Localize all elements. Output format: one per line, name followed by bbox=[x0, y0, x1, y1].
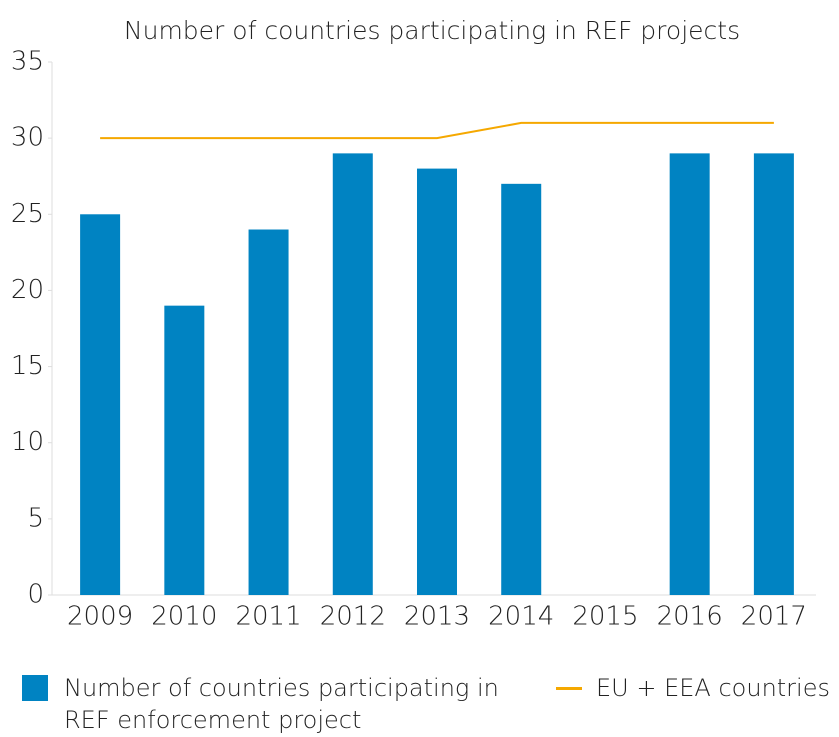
x-tick-label: 2010 bbox=[151, 602, 217, 632]
bar bbox=[164, 305, 205, 595]
y-tick-label: 0 bbox=[27, 580, 44, 610]
x-tick-label: 2013 bbox=[404, 602, 470, 632]
bar bbox=[417, 168, 457, 595]
y-tick-label: 30 bbox=[11, 123, 44, 153]
x-tick-label: 2011 bbox=[235, 602, 301, 632]
y-tick-label: 10 bbox=[11, 427, 44, 457]
bar bbox=[80, 214, 121, 596]
chart-title: Number of countries participating in REF… bbox=[124, 16, 740, 45]
line bbox=[100, 121, 774, 140]
x-tick-label: 2016 bbox=[657, 602, 723, 632]
bar bbox=[248, 229, 289, 595]
legend-item: Number of countries participating in REF… bbox=[22, 672, 522, 736]
chart: Number of countries participating in REF… bbox=[11, 16, 816, 632]
bar bbox=[753, 153, 794, 595]
legend-item: EU + EEA countries bbox=[556, 672, 830, 704]
x-tick-label: 2014 bbox=[488, 602, 554, 632]
x-tick-label: 2012 bbox=[320, 602, 386, 632]
x-tick-label: 2009 bbox=[67, 602, 133, 632]
y-tick-label: 20 bbox=[11, 275, 44, 305]
legend-swatch bbox=[22, 675, 48, 701]
x-tick-label: 2017 bbox=[741, 602, 807, 632]
x-tick-label: 2015 bbox=[572, 602, 638, 632]
legend-swatch bbox=[556, 687, 582, 690]
bar bbox=[501, 183, 542, 596]
bar bbox=[332, 153, 373, 595]
y-tick-label: 15 bbox=[11, 351, 44, 381]
y-tick-label: 5 bbox=[27, 503, 44, 533]
legend-label: Number of countries participating in REF… bbox=[64, 674, 499, 734]
bar bbox=[669, 153, 710, 595]
legend-label: EU + EEA countries bbox=[596, 674, 830, 702]
y-tick-label: 35 bbox=[11, 47, 44, 77]
y-tick-label: 25 bbox=[11, 199, 44, 229]
